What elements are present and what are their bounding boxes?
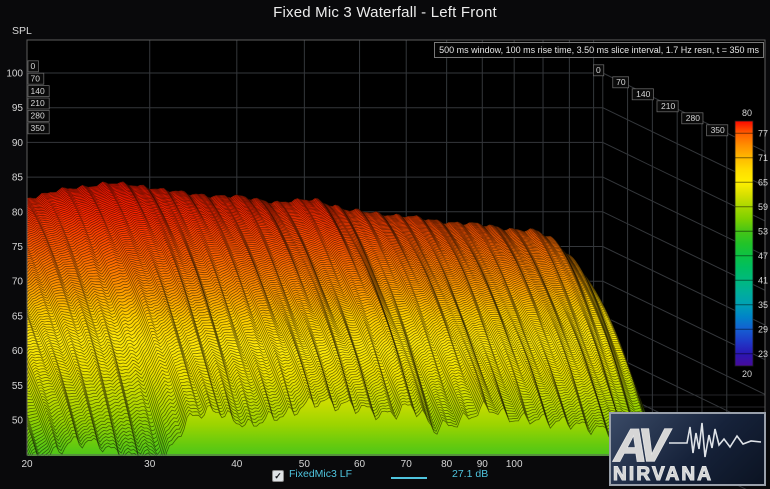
trace-label[interactable]: FixedMic3 LF: [289, 468, 353, 480]
time-label-right: 70: [616, 77, 626, 87]
spl-axis-label: SPL: [12, 25, 32, 37]
time-label-left-box: [27, 97, 50, 110]
time-label-left-box: [27, 72, 45, 85]
freq-tick-label: 90: [477, 459, 489, 470]
time-label-right-box: [656, 100, 679, 113]
time-labels: 0 0 70 70 140 140 210 210 280 280 350 350: [27, 60, 729, 137]
time-label-right-box: [612, 76, 629, 89]
axis-labels: 50 55 60 65 70 75 80 85 90 95 100 20 30 40 50 60 70 80 90 1…: [6, 69, 523, 471]
time-label-left-box: [27, 122, 50, 135]
spl-tick-label: 75: [12, 242, 24, 253]
measurement-info-box: 500 ms window, 100 ms rise time, 3.50 ms…: [434, 42, 764, 58]
time-label-right: 0: [596, 65, 601, 75]
time-label-left: 140: [31, 86, 45, 96]
freq-tick-label: 70: [401, 459, 413, 470]
time-label-left-box: [27, 110, 50, 122]
colorbar-tick-label: 71: [758, 153, 768, 163]
time-label-right: 210: [661, 101, 675, 111]
time-label-left-box: [27, 60, 39, 73]
colorbar-tick-label: 53: [758, 226, 768, 236]
freq-tick-label: 100: [506, 459, 523, 470]
spl-tick-label: 90: [12, 138, 24, 149]
colorbar-tick-label: 47: [758, 251, 768, 261]
colorbar-tick-label: 77: [758, 128, 768, 138]
time-label-right-box: [706, 124, 729, 137]
waterfall-slice-group: [31, 395, 630, 456]
trace-checkbox[interactable]: ✓: [272, 470, 284, 482]
time-label-left: 70: [31, 73, 41, 83]
time-label-right-box: [631, 88, 654, 101]
colorbar-tick-label: 65: [758, 177, 768, 187]
freq-tick-label: 60: [354, 459, 366, 470]
trace-color-swatch: [391, 477, 427, 479]
logo-word-nirvana: NIRVANA: [613, 464, 713, 484]
freq-tick-label: 80: [441, 459, 453, 470]
freq-tick-label: 40: [231, 459, 243, 470]
freq-tick-label: 20: [21, 459, 33, 470]
time-label-left: 0: [31, 61, 36, 71]
spl-tick-label: 95: [12, 103, 24, 114]
colorbar-tick-label: 29: [758, 324, 768, 334]
time-label-right-box: [681, 112, 704, 125]
plot-frame: [26, 39, 766, 456]
colorbar-tick-label: 35: [758, 300, 768, 310]
spl-tick-label: 60: [12, 346, 24, 357]
waterfall-surface: [27, 181, 662, 456]
spl-tick-label: 85: [12, 173, 24, 184]
colorbar: 77 71 65 59 53 47 41 35 29 23 80 20: [734, 108, 768, 379]
spl-tick-label: 70: [12, 277, 24, 288]
legend-row: ✓ FixedMic3 LF 27.1 dB: [0, 466, 770, 486]
time-label-left-box: [27, 85, 50, 97]
time-label-left: 350: [31, 123, 45, 133]
trace-value: 27.1 dB: [452, 468, 489, 480]
colorbar-max-label: 80: [742, 108, 752, 118]
time-label-right: 280: [686, 113, 700, 123]
colorbar-tick-label: 41: [758, 275, 768, 285]
page-title: Fixed Mic 3 Waterfall - Left Front: [273, 4, 497, 21]
spl-tick-label: 100: [6, 69, 23, 80]
time-label-right: 350: [711, 125, 725, 135]
colorbar-tick-label: 23: [758, 349, 768, 359]
spl-tick-label: 80: [12, 207, 24, 218]
freq-tick-label: 50: [299, 459, 311, 470]
waterfall-slice: [31, 395, 630, 456]
colorbar-min-label: 20: [742, 369, 752, 379]
time-label-left: 210: [31, 98, 45, 108]
spl-tick-label: 65: [12, 311, 24, 322]
logo-waveform-icon: [669, 422, 762, 458]
colorbar-tick-label: 59: [758, 202, 768, 212]
spl-tick-label: 55: [12, 381, 24, 392]
freq-tick-label: 30: [144, 459, 156, 470]
av-nirvana-logo: AV NIRVANA: [609, 412, 766, 486]
time-label-left: 280: [31, 111, 45, 121]
time-label-right: 140: [636, 89, 650, 99]
time-wall-diagonal: [602, 315, 766, 395]
spl-tick-label: 50: [12, 416, 24, 427]
time-label-right-box: [592, 64, 605, 77]
